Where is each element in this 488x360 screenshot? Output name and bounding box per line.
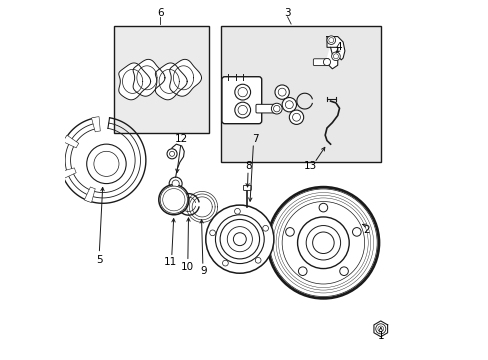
Polygon shape xyxy=(373,321,387,337)
Circle shape xyxy=(289,110,303,125)
Circle shape xyxy=(234,208,240,214)
Text: 8: 8 xyxy=(244,161,251,171)
Text: 6: 6 xyxy=(157,8,163,18)
Circle shape xyxy=(94,151,119,176)
Circle shape xyxy=(285,101,293,109)
Text: 2: 2 xyxy=(363,225,369,235)
Circle shape xyxy=(220,220,259,259)
Circle shape xyxy=(271,103,282,114)
Text: 11: 11 xyxy=(163,257,177,267)
Circle shape xyxy=(328,38,333,42)
Circle shape xyxy=(86,144,126,184)
Bar xyxy=(221,26,380,162)
Bar xyxy=(113,26,208,134)
Circle shape xyxy=(282,202,364,284)
Circle shape xyxy=(205,205,273,273)
FancyBboxPatch shape xyxy=(243,185,251,190)
Circle shape xyxy=(319,203,327,212)
Polygon shape xyxy=(326,47,337,69)
Text: 5: 5 xyxy=(96,255,102,265)
Circle shape xyxy=(298,267,306,275)
Circle shape xyxy=(267,187,378,298)
Wedge shape xyxy=(63,135,79,148)
Circle shape xyxy=(167,149,177,159)
Circle shape xyxy=(169,177,182,190)
Text: 3: 3 xyxy=(284,8,290,18)
Circle shape xyxy=(305,226,340,260)
Circle shape xyxy=(163,189,184,211)
Text: 12: 12 xyxy=(175,134,188,144)
Circle shape xyxy=(269,189,376,297)
Circle shape xyxy=(234,84,250,100)
FancyBboxPatch shape xyxy=(255,104,279,113)
Text: 13: 13 xyxy=(304,161,317,171)
Circle shape xyxy=(222,260,228,266)
Circle shape xyxy=(278,88,285,96)
Circle shape xyxy=(238,87,247,97)
Circle shape xyxy=(375,324,385,334)
Polygon shape xyxy=(155,63,187,100)
Circle shape xyxy=(234,102,250,118)
Text: 9: 9 xyxy=(200,266,206,276)
Circle shape xyxy=(160,186,187,213)
Circle shape xyxy=(312,232,333,253)
Polygon shape xyxy=(119,63,150,100)
Circle shape xyxy=(297,217,348,269)
Circle shape xyxy=(227,226,252,252)
FancyBboxPatch shape xyxy=(222,77,261,124)
Circle shape xyxy=(159,185,188,215)
Circle shape xyxy=(169,151,174,156)
Circle shape xyxy=(172,180,179,187)
Circle shape xyxy=(323,58,330,66)
Circle shape xyxy=(331,52,340,60)
Circle shape xyxy=(333,54,338,59)
Circle shape xyxy=(339,267,347,275)
Text: 4: 4 xyxy=(334,42,341,52)
Text: 1: 1 xyxy=(377,331,383,341)
Circle shape xyxy=(273,105,280,112)
Circle shape xyxy=(274,85,289,99)
Circle shape xyxy=(238,105,247,115)
Circle shape xyxy=(163,190,183,210)
Circle shape xyxy=(262,225,268,231)
Circle shape xyxy=(255,257,261,263)
Circle shape xyxy=(233,233,246,246)
Circle shape xyxy=(285,228,294,236)
Wedge shape xyxy=(84,187,95,203)
Wedge shape xyxy=(91,117,100,132)
Polygon shape xyxy=(133,59,164,96)
FancyBboxPatch shape xyxy=(313,59,328,66)
Circle shape xyxy=(377,326,383,332)
Circle shape xyxy=(215,215,264,264)
Circle shape xyxy=(282,98,296,112)
Circle shape xyxy=(352,228,360,236)
Circle shape xyxy=(326,36,335,44)
Text: 10: 10 xyxy=(181,262,194,272)
Polygon shape xyxy=(169,59,201,96)
Text: 7: 7 xyxy=(251,134,258,144)
Circle shape xyxy=(209,230,215,236)
Polygon shape xyxy=(326,37,344,60)
Circle shape xyxy=(292,113,300,121)
Wedge shape xyxy=(61,168,76,179)
